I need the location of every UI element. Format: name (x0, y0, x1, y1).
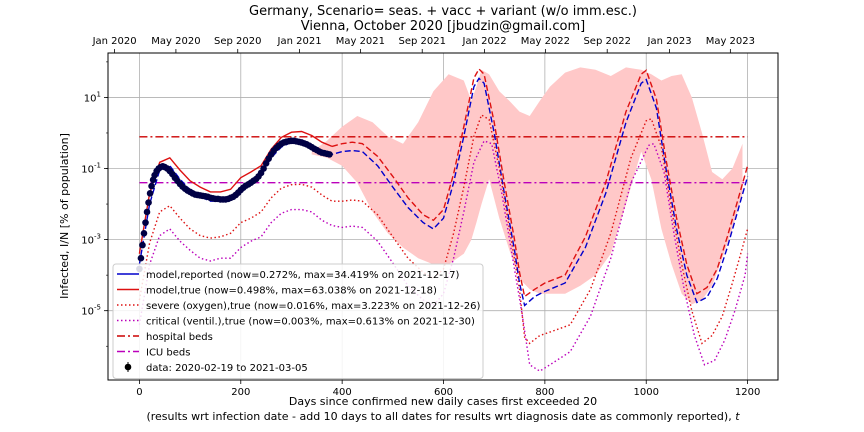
legend-label: critical (ventil.),true (now=0.003%, max… (146, 317, 475, 328)
top-tick-label: May 2021 (336, 36, 385, 47)
data-point (146, 190, 154, 197)
legend-label: data: 2020-02-19 to 2021-03-05 (146, 363, 308, 374)
top-tick-label: Jan 2023 (647, 36, 692, 47)
legend-label: model,reported (now=0.272%, max=34.419% … (146, 270, 460, 281)
top-tick-label: May 2022 (521, 36, 570, 47)
legend-label: severe (oxygen),true (now=0.016%, max=3.… (146, 301, 480, 312)
x-tick-label: 1000 (634, 387, 659, 398)
data-markers (136, 137, 333, 273)
y-axis-ticks: 10-5 10-3 10-1 101 (81, 61, 108, 347)
data-point (148, 182, 155, 190)
series-line (138, 130, 333, 254)
top-date-axis-ticks: Jan 2020 May 2020 Sep 2020 Jan 2021 May 2021… (92, 36, 755, 53)
data-point (139, 241, 146, 249)
x-axis-label-line1: Days since confirmed new daily cases fir… (289, 395, 597, 408)
legend-label: hospital beds (146, 332, 213, 343)
x-tick-label: 200 (231, 387, 250, 398)
y-axis-label: Infected, I/N [% of population] (58, 133, 71, 299)
top-tick-label: Jan 2020 (92, 36, 137, 47)
data-point (140, 230, 148, 237)
x-axis-label-line2-text: (results wrt infection date - add 10 day… (146, 410, 735, 423)
band-area (311, 67, 743, 305)
data-point (137, 254, 145, 262)
legend-label: ICU beds (146, 348, 191, 359)
y-tick-label: 10-1 (81, 162, 101, 176)
top-tick-label: Sep 2021 (398, 36, 445, 47)
legend-label: model,true (now=0.498%, max=63.038% on 2… (146, 286, 437, 297)
data-point (142, 219, 149, 226)
plot-frame (107, 52, 779, 381)
x-tick-label: 400 (333, 387, 352, 398)
chart-title-line1: Germany, Scenario= seas. + vacc + varian… (249, 4, 637, 19)
top-tick-label: Sep 2022 (583, 36, 630, 47)
chart-title-line2: Vienna, October 2020 [jbudzin@gmail.com] (301, 19, 585, 34)
top-tick-label: Sep 2020 (214, 36, 261, 47)
legend-box (112, 263, 484, 379)
top-tick-label: Jan 2021 (277, 36, 322, 47)
x-tick-label: 800 (535, 387, 554, 398)
y-tick-label: 10-5 (81, 304, 101, 318)
data-point (260, 165, 267, 172)
y-tick-label: 101 (84, 90, 101, 104)
series-line (331, 67, 749, 298)
x-tick-label: 1200 (735, 387, 760, 398)
uncertainty-band (311, 67, 743, 305)
x-axis-variable: t (735, 410, 740, 423)
x-axis-ticks: 0 200 400 600 800 1000 1200 (136, 380, 760, 398)
x-tick-label: 600 (434, 387, 453, 398)
data-point (326, 151, 333, 158)
top-tick-label: Jan 2022 (462, 36, 507, 47)
series-line (138, 77, 749, 307)
y-tick-label: 10-3 (81, 233, 101, 247)
top-tick-label: May 2020 (151, 36, 200, 47)
legend-marker (124, 363, 132, 371)
data-point (145, 199, 152, 206)
top-tick-label: May 2023 (706, 36, 755, 47)
data-point (143, 208, 151, 216)
legend: model,reported (now=0.272%, max=34.419% … (112, 263, 484, 379)
x-tick-label: 0 (136, 387, 142, 398)
x-axis-label-line2: (results wrt infection date - add 10 day… (146, 410, 740, 423)
